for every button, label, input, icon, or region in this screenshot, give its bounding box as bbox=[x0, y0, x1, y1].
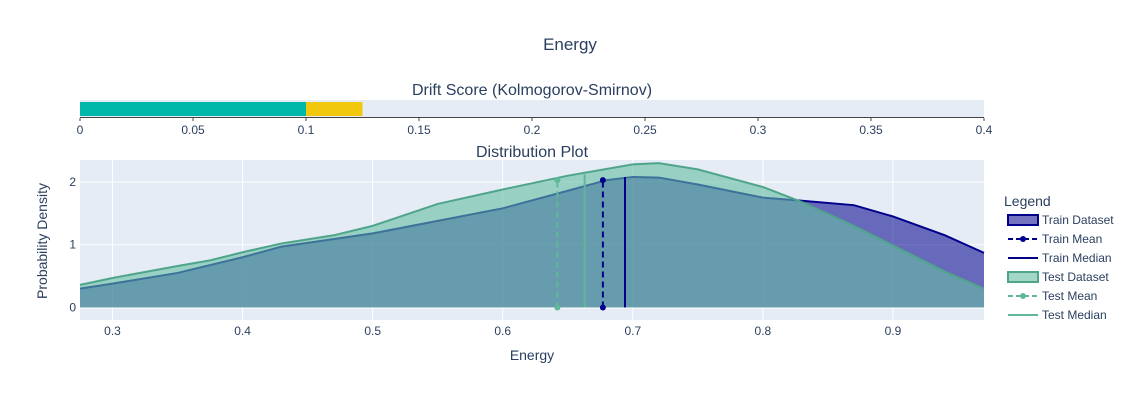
legend-title: Legend bbox=[1004, 193, 1051, 209]
drift-tick-label: 0.05 bbox=[181, 123, 205, 137]
legend-item-train-dataset[interactable]: Train Dataset bbox=[1007, 213, 1114, 227]
train-mean-marker-top bbox=[599, 177, 606, 184]
drift-score-panel: Drift Score (Kolmogorov-Smirnov) 0 0.05 0.… bbox=[77, 82, 993, 137]
drift-tick-label: 0.2 bbox=[524, 123, 541, 137]
train-mean-marker-bottom bbox=[599, 304, 606, 311]
y-axis-label: Probability Density bbox=[34, 183, 50, 299]
distribution-y-ticks: 0 1 2 bbox=[69, 175, 76, 314]
test-mean-marker-top bbox=[554, 177, 561, 184]
drift-tick-label: 0.4 bbox=[976, 123, 993, 137]
test-mean-marker-bottom bbox=[554, 304, 561, 311]
distribution-title: Distribution Plot bbox=[476, 144, 589, 161]
legend-swatch-marker bbox=[1020, 293, 1026, 299]
legend-item-test-median[interactable]: Test Median bbox=[1008, 308, 1107, 322]
density-line-test bbox=[79, 162, 985, 290]
x-axis-label: Energy bbox=[510, 347, 554, 363]
legend-swatch bbox=[1007, 214, 1039, 226]
y-tick-label: 1 bbox=[69, 238, 76, 252]
drift-tick-label: 0.35 bbox=[859, 123, 883, 137]
drift-score-bar-segment-0 bbox=[80, 102, 306, 116]
x-tick-label: 0.5 bbox=[364, 324, 381, 338]
legend-swatch bbox=[1007, 271, 1039, 283]
drift-score-bar-segment-1 bbox=[306, 102, 363, 116]
legend-label: Train Dataset bbox=[1042, 213, 1114, 227]
distribution-x-ticks: 0.3 0.4 0.5 0.6 0.7 0.8 0.9 bbox=[104, 324, 901, 338]
drift-tick-label: 0.25 bbox=[633, 123, 657, 137]
legend: Legend Train Dataset Train Mean Train Medi… bbox=[1004, 193, 1114, 322]
figure-title: Energy bbox=[543, 35, 597, 54]
legend-label: Test Dataset bbox=[1042, 270, 1109, 284]
x-tick-label: 0.3 bbox=[104, 324, 121, 338]
drift-score-title: Drift Score (Kolmogorov-Smirnov) bbox=[412, 82, 652, 99]
legend-swatch-marker bbox=[1020, 236, 1026, 242]
legend-item-test-mean[interactable]: Test Mean bbox=[1008, 289, 1097, 303]
x-tick-label: 0.8 bbox=[755, 324, 772, 338]
density-area-test bbox=[80, 163, 984, 308]
drift-bars bbox=[80, 102, 363, 116]
x-tick-label: 0.7 bbox=[624, 324, 641, 338]
drift-ticks: 0 0.05 0.1 0.15 0.2 0.25 0.3 0.35 0.4 bbox=[77, 118, 993, 137]
legend-label: Test Median bbox=[1042, 308, 1107, 322]
legend-item-test-dataset[interactable]: Test Dataset bbox=[1007, 270, 1109, 284]
drift-tick-label: 0.1 bbox=[298, 123, 315, 137]
y-tick-label: 2 bbox=[69, 175, 76, 189]
y-tick-label: 0 bbox=[69, 300, 76, 314]
drift-tick-label: 0 bbox=[77, 123, 84, 137]
x-tick-label: 0.9 bbox=[885, 324, 902, 338]
distribution-panel: Distribution Plot 0.3 0.4 0.5 0.6 0.7 0.8 0.9 … bbox=[34, 144, 985, 363]
legend-item-train-median[interactable]: Train Median bbox=[1008, 251, 1112, 265]
x-tick-label: 0.4 bbox=[234, 324, 251, 338]
distribution-areas bbox=[79, 162, 985, 308]
legend-item-train-mean[interactable]: Train Mean bbox=[1008, 232, 1102, 246]
drift-tick-label: 0.15 bbox=[407, 123, 431, 137]
legend-label: Train Mean bbox=[1042, 232, 1102, 246]
distribution-markers bbox=[554, 174, 627, 311]
legend-label: Test Mean bbox=[1042, 289, 1097, 303]
legend-label: Train Median bbox=[1042, 251, 1112, 265]
x-tick-label: 0.6 bbox=[494, 324, 511, 338]
drift-tick-label: 0.3 bbox=[750, 123, 767, 137]
